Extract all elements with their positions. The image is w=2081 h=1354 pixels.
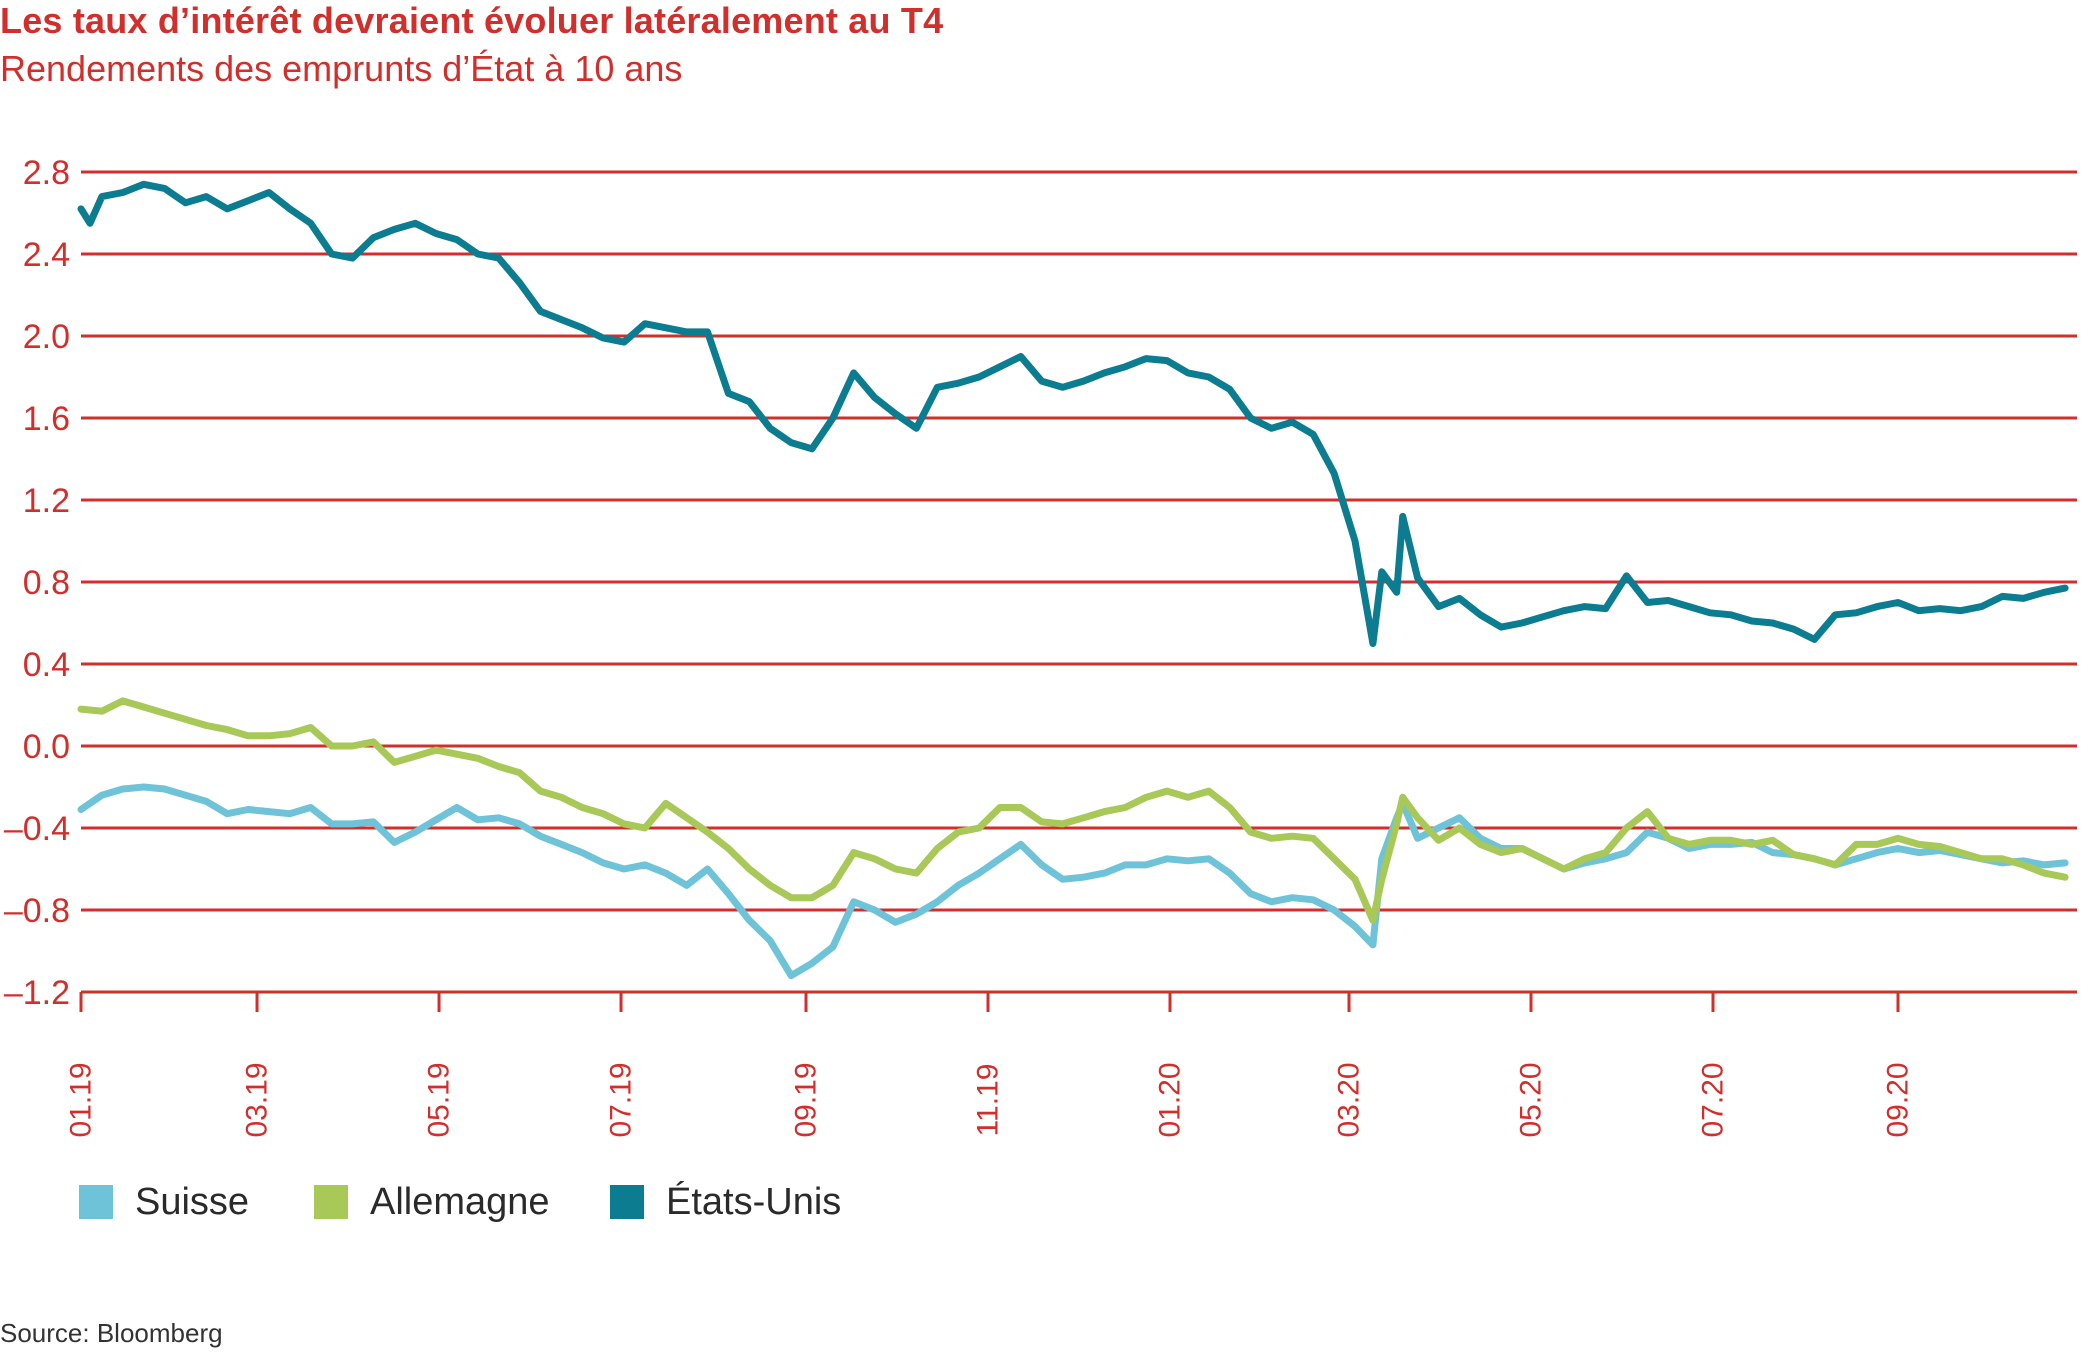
x-tick-label: 05.19: [423, 1062, 456, 1137]
y-tick-label: –0.4: [4, 810, 70, 848]
legend-label-allemagne: Allemagne: [370, 1180, 550, 1223]
legend-swatch-suisse: [79, 1185, 113, 1219]
chart-title: Les taux d’intérêt devraient évoluer lat…: [0, 0, 944, 41]
x-tick-label: 03.19: [241, 1062, 274, 1137]
y-tick-label: 2.4: [23, 236, 70, 274]
legend-label-suisse: Suisse: [135, 1180, 250, 1223]
legend-item-allemagne: Allemagne: [314, 1178, 550, 1226]
chart-subtitle: Rendements des emprunts d’État à 10 ans: [0, 48, 683, 89]
legend-item-suisse: Suisse: [79, 1178, 249, 1226]
x-tick-label: 05.20: [1515, 1062, 1548, 1137]
y-tick-label: 0.4: [23, 646, 70, 684]
gridlines: [81, 170, 2077, 994]
series-line-etats-unis: [77, 180, 2069, 647]
legend-label-etats-unis: États-Unis: [666, 1180, 842, 1223]
x-axis-tick-labels: 01.19 03.19 05.19 07.19 09.19 11.19 01.20 03.20…: [65, 1062, 1915, 1137]
x-tick-label: 07.20: [1697, 1062, 1730, 1137]
y-tick-label: 0.8: [23, 564, 70, 602]
series-lines: [77, 180, 2069, 980]
y-tick-label: 2.0: [23, 318, 70, 356]
y-tick-label: 1.6: [23, 400, 70, 438]
series-line-suisse: [77, 783, 2069, 980]
x-tick-label: 01.19: [65, 1062, 98, 1137]
x-axis: [79, 992, 1900, 1012]
x-tick-label: 07.19: [605, 1062, 638, 1137]
y-tick-label: –0.8: [4, 892, 70, 930]
y-tick-label: 0.0: [23, 728, 70, 766]
legend-swatch-allemagne: [314, 1185, 348, 1219]
y-axis-tick-labels: –1.2 –0.8 –0.4 0.0 0.4 0.8 1.2 1.6 2.0 2.4 2.8: [4, 154, 70, 1012]
x-tick-label: 11.19: [972, 1064, 1005, 1137]
x-tick-label: 09.20: [1881, 1062, 1914, 1137]
x-tick-label: 01.20: [1153, 1062, 1186, 1137]
y-tick-label: 1.2: [23, 482, 70, 520]
legend-swatch-etats-unis: [610, 1185, 644, 1219]
series-line-allemagne: [77, 697, 2069, 924]
x-tick-label: 09.19: [790, 1062, 823, 1137]
source-note: Source: Bloomberg: [0, 1318, 223, 1348]
x-tick-label: 03.20: [1333, 1062, 1366, 1137]
y-tick-label: 2.8: [23, 154, 70, 192]
y-tick-label: –1.2: [4, 974, 70, 1012]
legend-item-etats-unis: États-Unis: [610, 1178, 841, 1226]
